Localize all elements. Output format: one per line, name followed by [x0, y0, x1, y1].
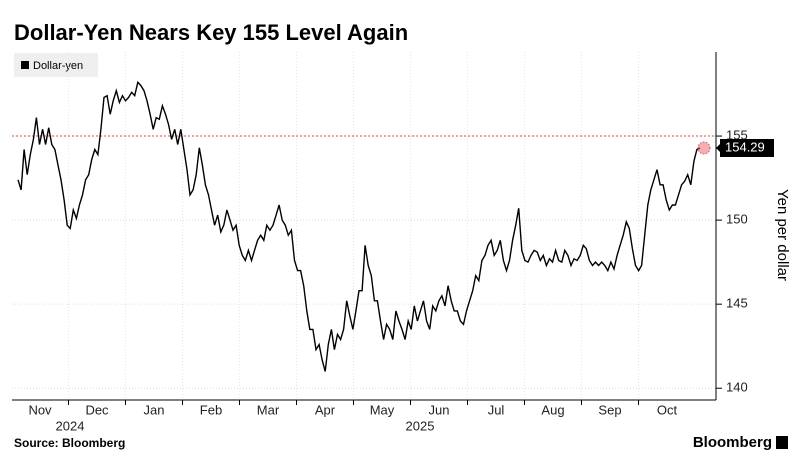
- x-tick-label: Jul: [488, 402, 505, 417]
- year-label: 2025: [406, 418, 435, 433]
- last-point: [697, 141, 711, 155]
- last-value-box: [720, 138, 774, 157]
- last-value-label: 154.29: [725, 139, 765, 154]
- x-tick-label: Apr: [315, 402, 336, 417]
- x-tick-label: Jan: [144, 402, 165, 417]
- x-tick-label: May: [370, 402, 395, 417]
- y-tick-label: 145: [726, 296, 748, 311]
- y-axis-label: Yen per dollar: [774, 189, 791, 281]
- chart-title: Dollar-Yen Nears Key 155 Level Again: [14, 20, 408, 45]
- legend-swatch: [21, 61, 29, 69]
- brand: Bloomberg: [693, 434, 772, 451]
- x-tick-label: Aug: [541, 402, 564, 417]
- x-tick-label: Oct: [657, 402, 678, 417]
- year-label: 2024: [56, 418, 85, 433]
- x-tick-label: Sep: [598, 402, 621, 417]
- x-tick-label: Mar: [257, 402, 280, 417]
- x-tick-label: Dec: [85, 402, 109, 417]
- x-tick-label: Feb: [200, 402, 222, 417]
- y-tick-label: 140: [726, 380, 748, 395]
- line: [17, 80, 701, 372]
- legend-label: Dollar-yen: [33, 60, 83, 72]
- source: Source: Bloomberg: [14, 436, 125, 450]
- y-tick-label: 150: [726, 212, 748, 227]
- x-tick-label: Nov: [28, 402, 52, 417]
- x-tick-label: Jun: [429, 402, 450, 417]
- brand-icon: [776, 436, 788, 449]
- y-tick-label: 155: [726, 127, 748, 142]
- last-value-pointer: [716, 142, 721, 153]
